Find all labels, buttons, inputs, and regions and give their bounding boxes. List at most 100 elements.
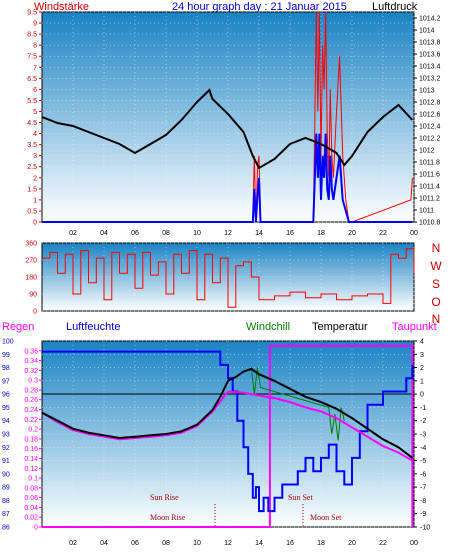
- wind-tick-label: 5.5: [27, 98, 37, 105]
- time-tick-label: 04: [100, 540, 108, 547]
- rain-tick-label: 0.36: [24, 348, 38, 355]
- dewpoint-legend: Taupunkt: [392, 321, 437, 333]
- humidity-axis-title: Luftfeuchte: [66, 321, 120, 333]
- rain-tick-label: 0.26: [24, 397, 38, 404]
- windchill-line: [250, 367, 345, 441]
- time-tick-label: 10: [193, 540, 201, 547]
- time-tick-label: 06: [131, 230, 139, 237]
- wind-tick-label: 1: [33, 197, 37, 204]
- pressure-tick-label: 1012: [419, 148, 435, 155]
- temperature-tick-label: 2: [420, 365, 424, 372]
- rain-tick-label: 0.32: [24, 368, 38, 375]
- time-tick-label: 08: [162, 230, 170, 237]
- dewpoint-line: [41, 390, 413, 462]
- pressure-tick-label: 1012.2: [419, 136, 441, 143]
- time-tick-label: 12: [224, 540, 232, 547]
- temperature-tick-label: 0: [420, 392, 424, 399]
- chart-title: 24 hour graph day : 21 Januar 2015: [172, 1, 347, 13]
- temperature-tick-label: -8: [420, 498, 426, 505]
- time-tick-label: 12: [224, 230, 232, 237]
- moonrise-label: Moon Rise: [150, 513, 186, 522]
- humidity-tick-label: 91: [2, 458, 10, 465]
- direction-degree-label: 270: [25, 258, 37, 265]
- humidity-line: [42, 350, 414, 513]
- temperature-tick-label: -6: [420, 471, 426, 478]
- time-tick-label: 20: [348, 540, 356, 547]
- temperature-tick-label: -5: [420, 458, 426, 465]
- time-tick-label: 22: [379, 540, 387, 547]
- pressure-tick-label: 1012.4: [419, 124, 441, 131]
- rain-tick-label: 0.16: [24, 446, 38, 453]
- time-tick-label: 06: [131, 540, 139, 547]
- humidity-tick-label: 100: [2, 339, 14, 346]
- pressure-tick-label: 1012.6: [419, 112, 441, 119]
- humidity-tick-label: 87: [2, 511, 10, 518]
- time-tick-label: 18: [317, 540, 325, 547]
- rain-line: [42, 344, 414, 528]
- rain-tick-label: 0.22: [24, 417, 38, 424]
- wind-tick-label: 7.5: [27, 54, 37, 61]
- direction-degree-label: 360: [25, 241, 37, 248]
- pressure-tick-label: 1011: [419, 208, 434, 215]
- pressure-tick-label: 1014: [419, 28, 435, 35]
- humidity-tick-label: 90: [2, 471, 10, 478]
- pressure-tick-label: 1013.4: [419, 64, 441, 71]
- rain-tick-label: 0.12: [24, 466, 38, 473]
- compass-label: S: [432, 277, 440, 291]
- rain-tick-label: 0.28: [24, 387, 38, 394]
- compass-label: N: [432, 312, 441, 326]
- pressure-tick-label: 1013.8: [419, 40, 441, 47]
- direction-degree-label: 0: [33, 309, 37, 316]
- rain-tick-label: 0.34: [24, 358, 38, 365]
- pressure-tick-label: 1010.8: [419, 220, 441, 227]
- rain-tick-label: 0.18: [24, 436, 38, 443]
- wind-speed-line: [42, 11, 413, 223]
- temperature-tick-label: -2: [420, 418, 426, 425]
- humidity-tick-label: 94: [2, 418, 10, 425]
- sunset-label: Sun Set: [288, 493, 313, 502]
- temperature-tick-label: -4: [420, 445, 426, 452]
- temperature-legend: Temperatur: [312, 321, 368, 333]
- direction-degree-ticks: 0 90 180 270 360: [25, 241, 37, 316]
- temperature-tick-label: -10: [420, 525, 430, 532]
- rain-tick-label: 0.24: [24, 407, 38, 414]
- humidity-tick-label: 93: [2, 432, 10, 439]
- rain-tick-label: 0.2: [28, 427, 38, 434]
- pressure-tick-label: 1013.2: [419, 76, 441, 83]
- moonset-label: Moon Set: [310, 513, 342, 522]
- wind-tick-label: 9: [33, 21, 37, 28]
- humidity-axis-ticks: 86 87 88 89 90 91 92 93 94 95 96 97 98 99 100: [2, 339, 14, 532]
- pressure-axis-ticks: 1010.8 1011 1011.2 1011.4 1011.6 1011.8 1012 10…: [414, 16, 441, 227]
- time-tick-label: 00: [410, 540, 418, 547]
- rain-tick-label: 0.14: [24, 456, 38, 463]
- rain-tick-label: 0.1: [28, 476, 38, 483]
- rain-tick-label: 0.3: [28, 378, 38, 385]
- windchill-legend: Windchill: [246, 321, 290, 333]
- humidity-tick-label: 99: [2, 352, 10, 359]
- wind-tick-label: 2.5: [27, 164, 37, 171]
- wind-tick-label: 5: [33, 109, 37, 116]
- time-tick-label: 08: [162, 540, 170, 547]
- wind-tick-label: 0.5: [27, 208, 37, 215]
- time-tick-label: 18: [317, 230, 325, 237]
- pressure-tick-label: 1012.8: [419, 100, 441, 107]
- humidity-tick-label: 96: [2, 392, 10, 399]
- time-tick-label: 02: [69, 540, 77, 547]
- time-tick-label: 14: [255, 230, 263, 237]
- wind-tick-label: 3: [33, 153, 37, 160]
- wind-axis-title: Windstärke: [34, 1, 89, 13]
- compass-label: N: [432, 241, 441, 255]
- pressure-tick-label: 1011.6: [419, 172, 440, 179]
- pressure-tick-label: 1014.2: [419, 16, 441, 23]
- pressure-tick-label: 1011.8: [419, 160, 440, 167]
- wind-tick-label: 4: [33, 131, 37, 138]
- wind-tick-label: 6.5: [27, 76, 37, 83]
- temperature-tick-label: 4: [420, 339, 424, 346]
- rain-tick-label: 0.06: [24, 495, 38, 502]
- wind-tick-label: 8: [33, 43, 37, 50]
- wind-tick-label: 3.5: [27, 142, 37, 149]
